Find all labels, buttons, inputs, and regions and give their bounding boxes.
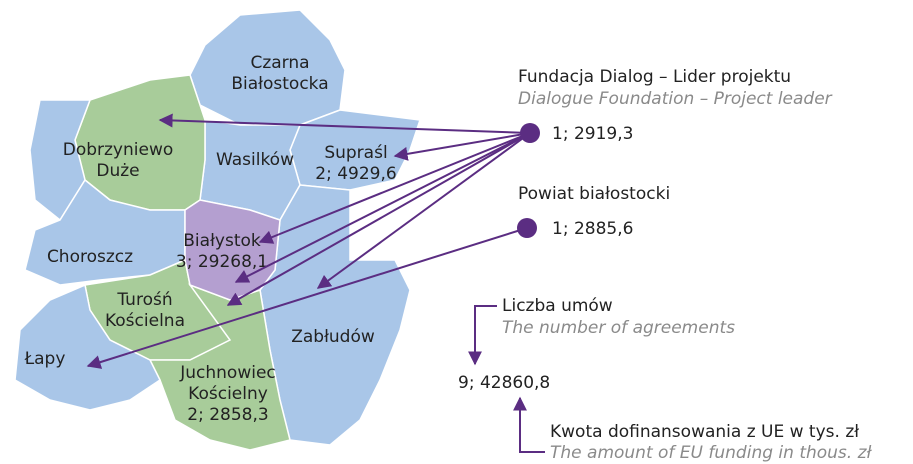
region-label: Wasilków [216, 150, 294, 170]
region-label: Białystok 3; 29268,1 [176, 231, 268, 272]
arrows [86, 113, 531, 369]
key-label-en: The number of agreements [502, 318, 735, 338]
region [14, 283, 161, 411]
key-arrow [468, 305, 497, 366]
key-total: 9; 42860,8 [458, 373, 550, 393]
key-label-en: The amount of EU funding in thous. zł [550, 443, 873, 463]
region-label: Zabłudów [291, 327, 375, 347]
region [184, 199, 281, 301]
arrow [393, 132, 531, 161]
marker [520, 123, 540, 143]
beneficiary-name: Powiat białostocki [518, 184, 670, 204]
region [148, 283, 291, 451]
arrow [158, 113, 531, 134]
legend: Fundacja Dialog – Lider projektu Dialogu… [517, 67, 833, 239]
beneficiary-name: Fundacja Dialog – Lider projektu [518, 67, 791, 87]
arrow [234, 132, 531, 283]
arrow [86, 227, 528, 369]
region-label: Łapy [24, 349, 66, 369]
beneficiary-value: 1; 2919,3 [552, 124, 633, 144]
key-arrow [513, 396, 545, 453]
arrow [258, 132, 531, 244]
region-label: Dobrzyniewo Duże [63, 140, 174, 181]
region-label: Supraśl 2; 4929,6 [315, 143, 396, 184]
region-label: Juchnowiec Kościelny 2; 2858,3 [179, 363, 276, 425]
arrow [226, 132, 531, 306]
beneficiary-value: 1; 2885,6 [552, 219, 633, 239]
map [14, 9, 422, 451]
beneficiary-name-en: Dialogue Foundation – Project leader [518, 89, 833, 109]
region-labels: Czarna Białostocka Dobrzyniewo Duże Wasilk… [24, 53, 397, 425]
region-label: Choroszcz [47, 247, 133, 267]
marker [517, 218, 537, 238]
key: Liczba umów The number of agreements 9; … [458, 296, 873, 463]
arrow [316, 132, 531, 289]
region-label: Czarna Białostocka [231, 53, 328, 94]
key-label: Kwota dofinansowania z UE w tys. zł [550, 422, 859, 442]
region-label: Turośń Kościelna [105, 290, 185, 331]
region [259, 184, 411, 446]
key-label: Liczba umów [502, 296, 613, 316]
